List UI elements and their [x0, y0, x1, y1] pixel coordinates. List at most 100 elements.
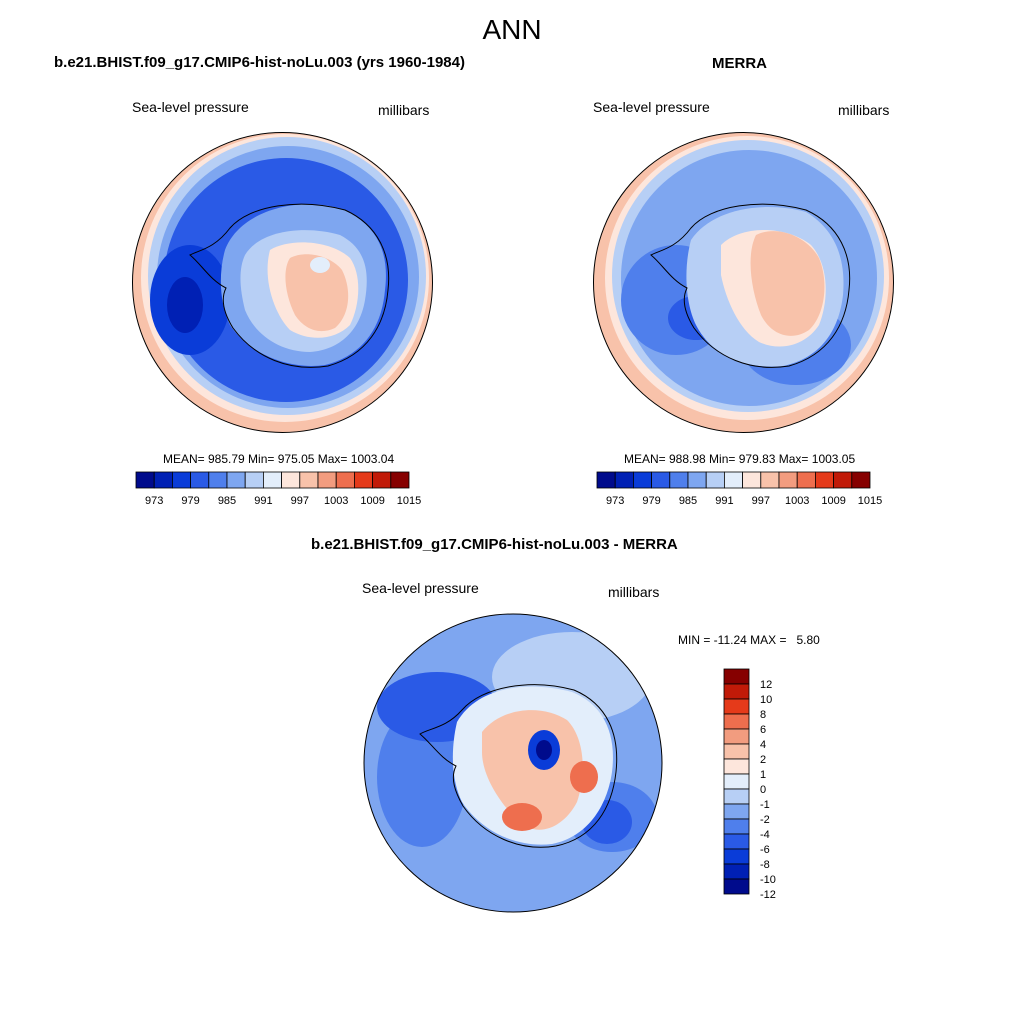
colorbar-tick-label: 1003	[785, 495, 809, 507]
panel1-variable: Sea-level pressure	[132, 99, 249, 115]
map-panel-merra	[593, 132, 894, 433]
map-boundary	[132, 132, 433, 433]
interior-low	[310, 257, 330, 273]
colorbar-swatch	[208, 471, 228, 489]
colorbar-swatch	[705, 471, 725, 489]
colorbar-tick-label: 979	[181, 495, 199, 507]
colorbar-swatch	[372, 471, 392, 489]
colorbar-tick-label: 979	[642, 495, 660, 507]
colorbar-tick-label: -4	[760, 829, 770, 841]
colorbar-swatch	[814, 471, 834, 489]
colorbar-model: 973 979 985 991 997 1003 1009 1015	[135, 471, 421, 507]
colorbar-swatch	[723, 698, 750, 715]
colorbar-swatch	[723, 683, 750, 700]
colorbar-swatch	[760, 471, 780, 489]
map-boundary	[363, 613, 663, 913]
antarctica-coastline	[189, 203, 390, 368]
colorbar-swatch	[778, 471, 798, 489]
colorbar-swatch	[190, 471, 210, 489]
colorbar-tick-label: 1	[760, 769, 766, 781]
colorbar-swatch	[172, 471, 192, 489]
colorbar-swatch	[723, 848, 750, 865]
colorbar-merra: 973 979 985 991 997 1003 1009 1015	[596, 471, 882, 507]
colorbar-tick-label: -8	[760, 859, 770, 871]
colorbar-swatch	[353, 471, 373, 489]
strong-negative-core	[536, 740, 552, 760]
colorbar-swatch	[226, 471, 246, 489]
panel1-units: millibars	[378, 102, 430, 118]
colorbar-swatch	[723, 818, 750, 835]
colorbar-swatch	[135, 471, 155, 489]
colorbar-swatch	[244, 471, 264, 489]
antarctica-coastline	[650, 203, 851, 368]
panel3-units: millibars	[608, 584, 660, 600]
panel2-stats: MEAN= 988.98 Min= 979.83 Max= 1003.05	[624, 452, 856, 466]
colorbar-swatch	[723, 758, 750, 775]
colorbar-tick-label: 997	[752, 495, 770, 507]
colorbar-tick-label: 8	[760, 709, 766, 721]
colorbar-tick-label: 1015	[397, 495, 421, 507]
panel2-title: MERRA	[712, 55, 767, 72]
colorbar-tick-label: 1003	[324, 495, 348, 507]
colorbar-tick-label: 1015	[858, 495, 882, 507]
panel3-stats: MIN = -11.24 MAX = 5.80	[678, 633, 820, 647]
colorbar-swatch	[851, 471, 871, 489]
antarctica-coastline	[419, 684, 618, 848]
colorbar-swatch	[299, 471, 319, 489]
colorbar-tick-label: -1	[760, 799, 770, 811]
colorbar-swatch	[669, 471, 689, 489]
colorbar-tick-label: 985	[218, 495, 236, 507]
panel2-units: millibars	[838, 102, 890, 118]
colorbar-tick-label: -10	[760, 874, 776, 886]
colorbar-swatch	[335, 471, 355, 489]
colorbar-swatch	[723, 788, 750, 805]
panel1-stats: MEAN= 985.79 Min= 975.05 Max= 1003.04	[163, 452, 395, 466]
colorbar-swatch	[614, 471, 634, 489]
colorbar-tick-label: 991	[715, 495, 733, 507]
figure-title: ANN	[482, 14, 542, 45]
colorbar-tick-label: 991	[254, 495, 272, 507]
colorbar-swatch	[723, 668, 750, 685]
colorbar-tick-label: 2	[760, 754, 766, 766]
colorbar-swatch	[651, 471, 671, 489]
colorbar-tick-label: 985	[679, 495, 697, 507]
colorbar-swatch	[317, 471, 337, 489]
low-pressure-core	[167, 277, 203, 333]
colorbar-tick-label: 10	[760, 694, 772, 706]
colorbar-swatch	[723, 863, 750, 880]
colorbar-tick-label: 12	[760, 679, 772, 691]
antarctica-high	[750, 231, 825, 336]
colorbar-swatch	[723, 713, 750, 730]
colorbar-swatch	[687, 471, 707, 489]
colorbar-swatch	[833, 471, 853, 489]
colorbar-swatch	[796, 471, 816, 489]
positive-anomaly-core	[502, 803, 542, 831]
map-panel-difference	[363, 613, 663, 913]
map-boundary	[593, 132, 894, 433]
panel2-variable: Sea-level pressure	[593, 99, 710, 115]
colorbar-swatch	[596, 471, 616, 489]
colorbar-swatch	[723, 878, 750, 895]
colorbar-swatch	[281, 471, 301, 489]
colorbar-tick-label: 0	[760, 784, 766, 796]
colorbar-swatch	[723, 743, 750, 760]
colorbar-tick-label: -2	[760, 814, 770, 826]
colorbar-swatch	[742, 471, 762, 489]
panel1-title: b.e21.BHIST.f09_g17.CMIP6-hist-noLu.003 …	[54, 54, 465, 71]
colorbar-swatch	[723, 773, 750, 790]
colorbar-swatch	[723, 471, 743, 489]
colorbar-tick-label: 973	[606, 495, 624, 507]
colorbar-tick-label: 997	[291, 495, 309, 507]
colorbar-swatch	[153, 471, 173, 489]
colorbar-tick-label: -6	[760, 844, 770, 856]
contour-minus4-west	[377, 707, 467, 847]
colorbar-swatch	[262, 471, 282, 489]
colorbar-tick-label: 6	[760, 724, 766, 736]
colorbar-swatch	[723, 803, 750, 820]
colorbar-swatch	[390, 471, 410, 489]
colorbar-swatch	[723, 833, 750, 850]
map-panel-model	[132, 132, 433, 433]
colorbar-tick-label: 1009	[360, 495, 384, 507]
positive-anomaly-east	[570, 761, 598, 793]
